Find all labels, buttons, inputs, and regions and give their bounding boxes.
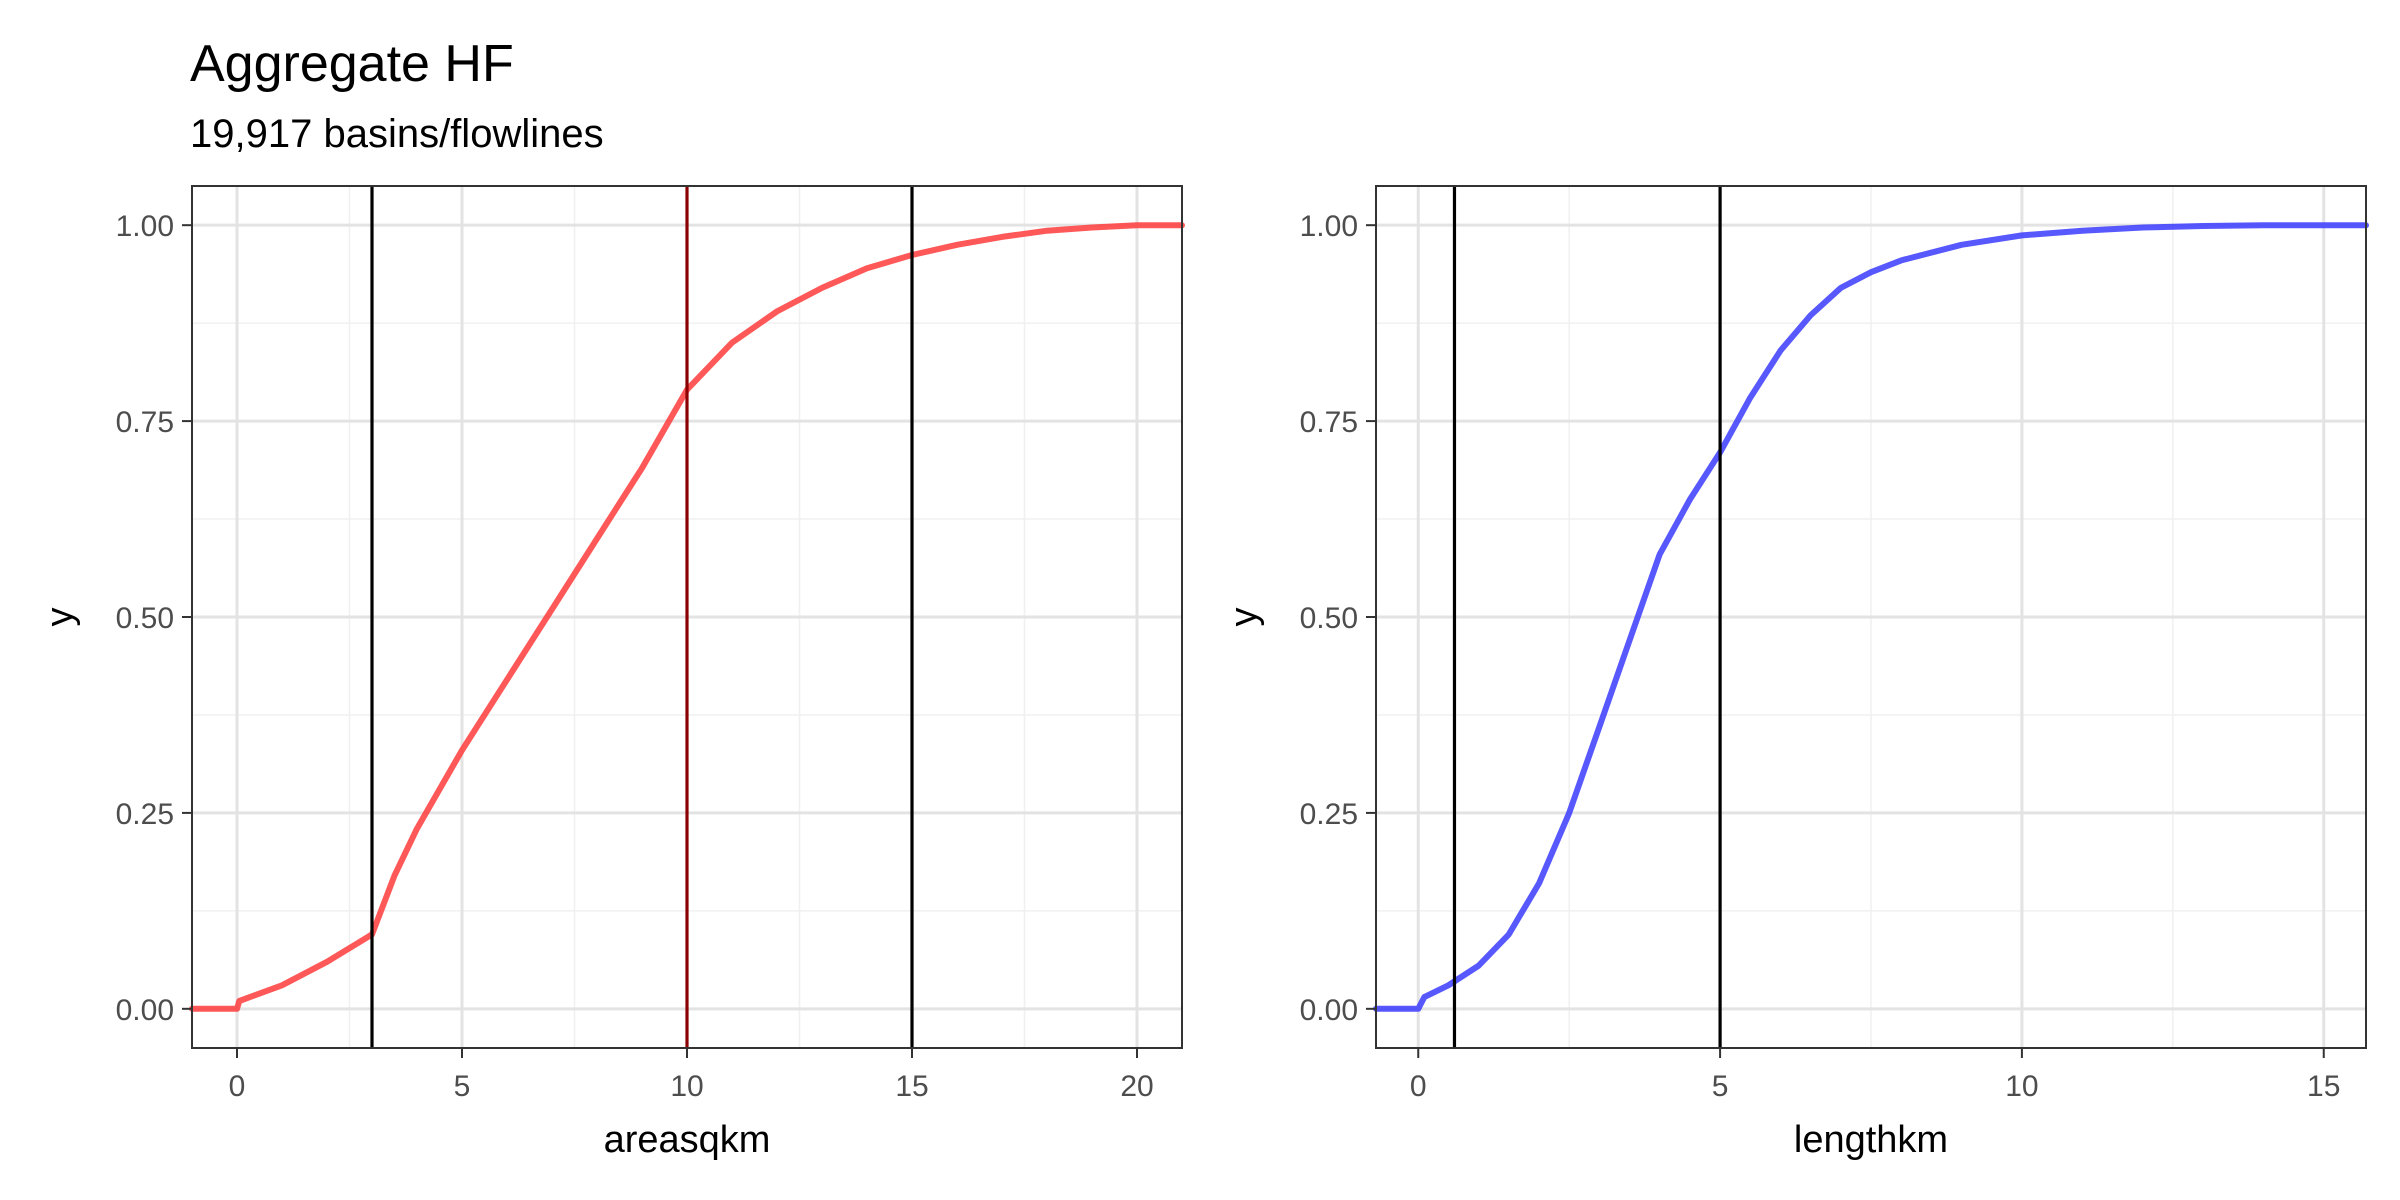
panel-2-x-tick-label: 5	[1712, 1070, 1729, 1103]
panel-1-y-tick-label: 0.75	[116, 406, 174, 439]
panel-1-x-tick-label: 15	[895, 1070, 928, 1103]
chart-title: Aggregate HF	[190, 35, 514, 93]
panel-1-y-tick-label: 0.25	[116, 798, 174, 831]
panel-2-y-axis-title: y	[1223, 608, 1265, 627]
panel-1-cdf-line	[189, 222, 1185, 1012]
panel-1-x-tick-label: 10	[670, 1070, 703, 1103]
chart-subtitle: 19,917 basins/flowlines	[190, 112, 604, 156]
panel-1-y-tick-label: 0.00	[116, 994, 174, 1027]
panel-2-y-tick-label: 0.00	[1300, 994, 1358, 1027]
panel-2-y-tick-label: 0.50	[1300, 602, 1358, 635]
panel-1-y-tick-label: 0.50	[116, 602, 174, 635]
panel-1-x-tick-label: 0	[229, 1070, 246, 1103]
panel-2-x-tick-label: 10	[2005, 1070, 2038, 1103]
panel-2-x-tick-label: 0	[1410, 1070, 1427, 1103]
panel-1-y-axis-title: y	[39, 608, 81, 627]
panel-2-y-tick-label: 1.00	[1300, 210, 1358, 243]
panel-2-y-tick-label: 0.25	[1300, 798, 1358, 831]
panel-2-y-tick-label: 0.75	[1300, 406, 1358, 439]
panel-2-cdf-line	[1373, 222, 2369, 1012]
panel-1-plot: 0 5 10 15 20 0.00 0.25 0.50 0.75 1.00 areasqkm y	[39, 185, 1185, 1161]
panel-2-x-tick-label: 15	[2307, 1070, 2340, 1103]
panel-1-y-tick-label: 1.00	[116, 210, 174, 243]
panel-1-x-tick-label: 20	[1120, 1070, 1153, 1103]
panel-1-x-tick-label: 5	[454, 1070, 471, 1103]
panel-2-plot: 0 5 10 15 0.00 0.25 0.50 0.75 1.00 lengthkm y	[1223, 185, 2369, 1161]
panel-2-x-axis-title: lengthkm	[1794, 1119, 1948, 1161]
panel-1-x-axis-title: areasqkm	[604, 1119, 771, 1161]
